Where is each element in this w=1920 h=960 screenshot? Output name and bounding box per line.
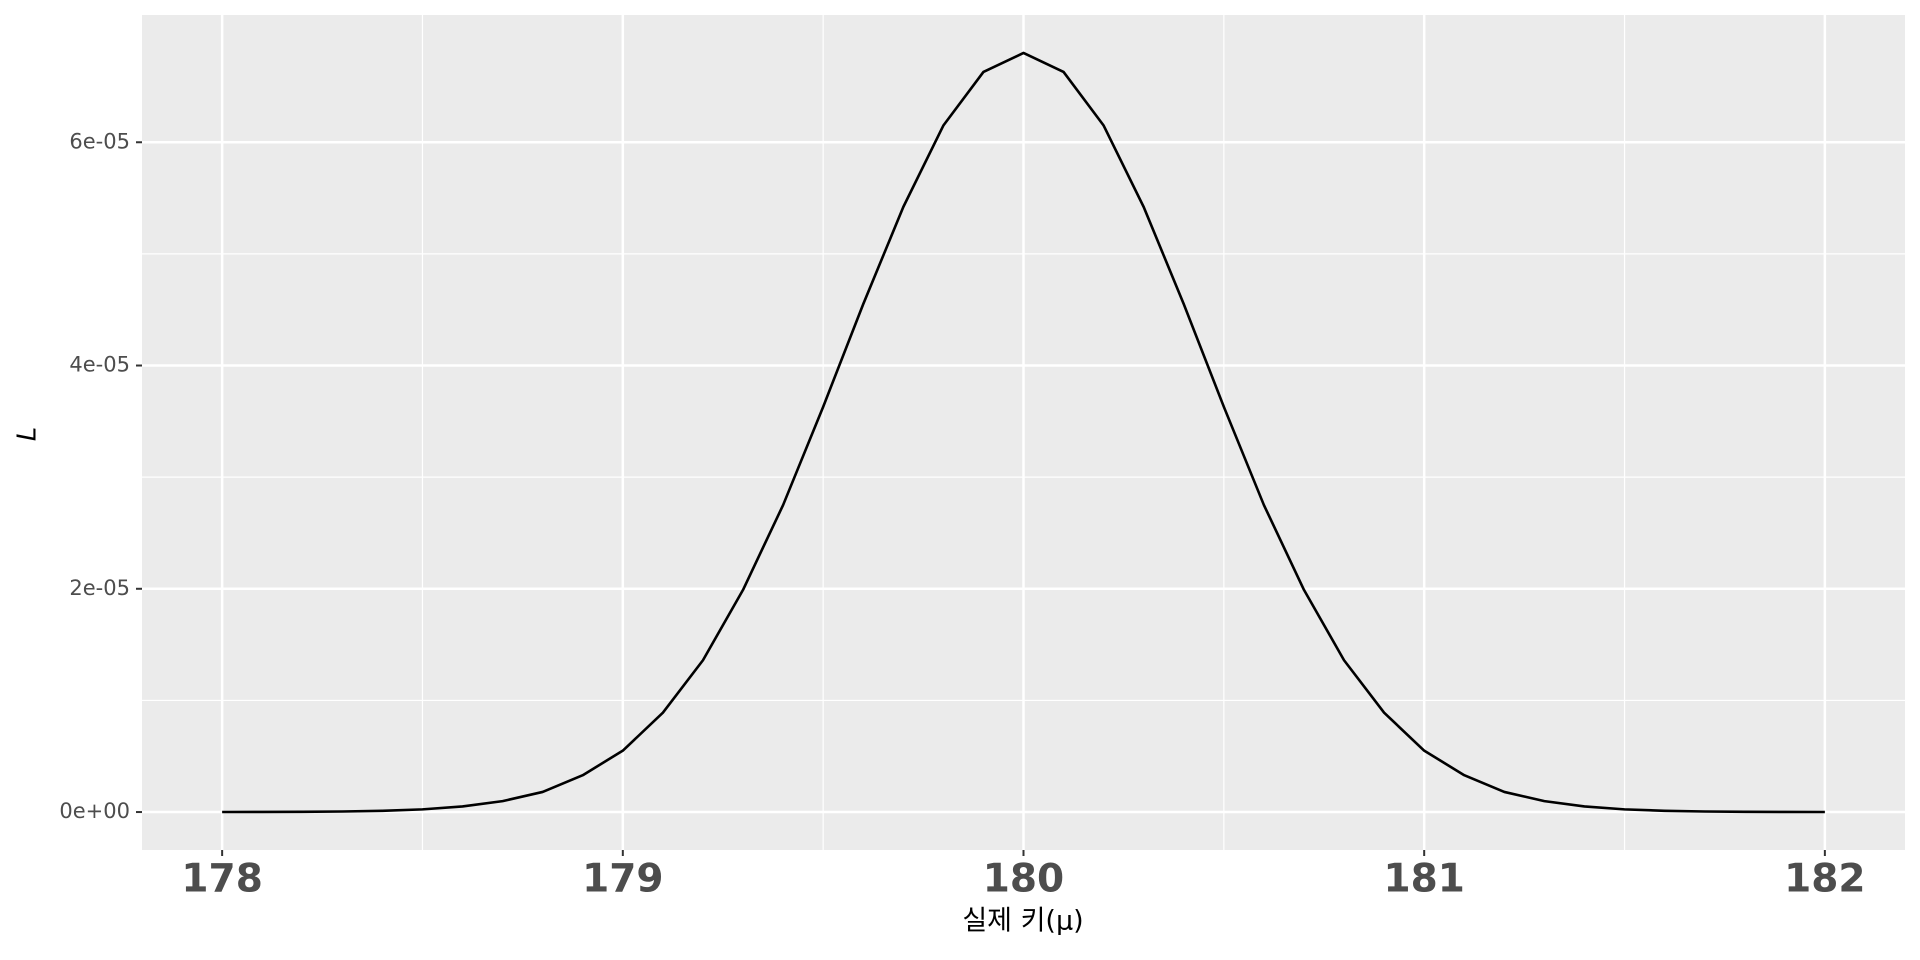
y-tick-label: 6e-05	[69, 129, 130, 153]
y-axis-label: L	[13, 427, 43, 442]
y-tick-label: 0e+00	[59, 799, 130, 823]
x-tick-label: 180	[983, 857, 1064, 902]
y-tick-label: 2e-05	[69, 576, 130, 600]
x-tick-label: 182	[1784, 857, 1865, 902]
y-tick-label: 4e-05	[69, 353, 130, 377]
line	[222, 51, 1825, 814]
x-tick-label: 178	[181, 857, 262, 902]
x-tick-label: 179	[582, 857, 663, 902]
x-axis-label: 실제 키(μ)	[962, 906, 1083, 937]
x-tick-label: 181	[1383, 857, 1464, 902]
